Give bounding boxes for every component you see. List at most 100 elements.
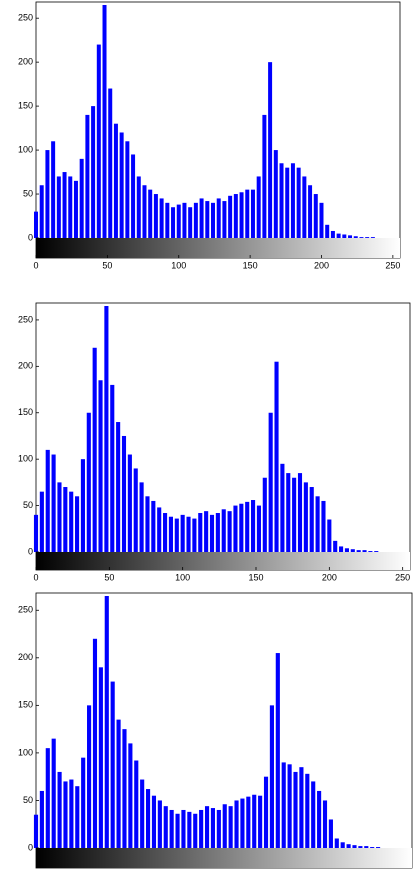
bar <box>165 202 170 238</box>
bar <box>258 795 263 848</box>
bar <box>116 719 121 848</box>
bar <box>69 491 74 552</box>
bar <box>136 176 141 238</box>
bar <box>51 738 56 848</box>
bar <box>280 463 285 552</box>
bar <box>251 500 256 552</box>
bar <box>322 800 328 848</box>
bar <box>187 811 192 848</box>
bar <box>370 237 375 238</box>
y-tick-label: 250 <box>18 314 33 324</box>
y-tick-label: 150 <box>18 407 33 417</box>
bar <box>333 540 338 552</box>
y-tick-label: 50 <box>23 795 33 805</box>
bar <box>108 88 113 238</box>
bar <box>262 477 267 552</box>
bar <box>110 384 115 552</box>
gray-strip <box>36 848 412 868</box>
x-tick-label: 250 <box>385 260 400 270</box>
y-tick-label: 200 <box>18 57 33 67</box>
bar <box>193 813 198 848</box>
bar <box>211 202 216 238</box>
bar <box>176 204 181 238</box>
bar <box>239 192 244 238</box>
bar <box>51 141 56 238</box>
bar <box>69 779 74 848</box>
bar <box>228 806 233 848</box>
bar <box>346 844 351 848</box>
bar <box>134 760 139 848</box>
bar <box>113 123 118 238</box>
bar <box>233 505 238 552</box>
bar <box>116 422 121 552</box>
bar <box>221 509 226 552</box>
y-tick-label: 200 <box>18 361 33 371</box>
bar <box>268 412 273 552</box>
bar <box>122 729 127 848</box>
bar <box>62 172 67 238</box>
bar <box>317 790 322 848</box>
bar <box>269 705 274 848</box>
bar <box>370 847 375 848</box>
bar <box>336 233 341 238</box>
bar <box>273 150 278 238</box>
bar <box>234 800 239 848</box>
bar <box>159 198 164 238</box>
bar <box>110 681 115 848</box>
bar <box>151 500 156 552</box>
bar <box>359 237 364 238</box>
bar <box>268 62 273 239</box>
bar <box>319 202 324 238</box>
bar <box>92 347 97 552</box>
y-tick-label: 0 <box>28 232 33 242</box>
bar <box>169 809 174 848</box>
y-tick-label: 150 <box>18 100 33 110</box>
bar <box>157 507 162 552</box>
bar <box>216 198 221 238</box>
bar <box>233 194 238 238</box>
bar <box>364 846 369 848</box>
bar <box>285 167 290 238</box>
x-tick-label: 0 <box>33 260 38 270</box>
bar <box>256 176 261 238</box>
bar <box>33 814 39 848</box>
bar <box>362 550 367 552</box>
bar <box>96 44 101 238</box>
bar <box>128 743 133 848</box>
bar <box>199 809 204 848</box>
bar <box>91 106 96 238</box>
bar <box>313 194 318 238</box>
bar <box>353 236 358 238</box>
bar <box>85 114 90 238</box>
bar <box>315 496 320 552</box>
x-tick-label: 50 <box>104 572 114 582</box>
x-tick-label: 100 <box>171 260 186 270</box>
y-tick-label: 50 <box>23 500 33 510</box>
bar <box>39 790 44 848</box>
bar <box>325 224 330 238</box>
bar <box>39 185 44 238</box>
y-tick-label: 0 <box>28 546 33 556</box>
bar <box>209 514 215 552</box>
bar <box>39 491 44 552</box>
bar <box>321 500 326 552</box>
bar <box>309 487 314 552</box>
bar <box>145 496 150 552</box>
bar <box>45 150 50 238</box>
y-tick-label: 100 <box>18 454 33 464</box>
bar <box>168 516 173 552</box>
x-tick-label: 250 <box>395 572 410 582</box>
bar <box>328 819 333 848</box>
bar <box>163 806 168 848</box>
bar <box>63 487 68 552</box>
bar <box>296 167 301 238</box>
bar <box>245 189 250 238</box>
bar <box>222 201 227 238</box>
x-tick-label: 100 <box>175 572 190 582</box>
bar <box>79 158 84 238</box>
x-tick-label: 50 <box>102 260 112 270</box>
bar <box>262 114 267 238</box>
bar <box>292 477 297 552</box>
bar <box>374 551 379 552</box>
